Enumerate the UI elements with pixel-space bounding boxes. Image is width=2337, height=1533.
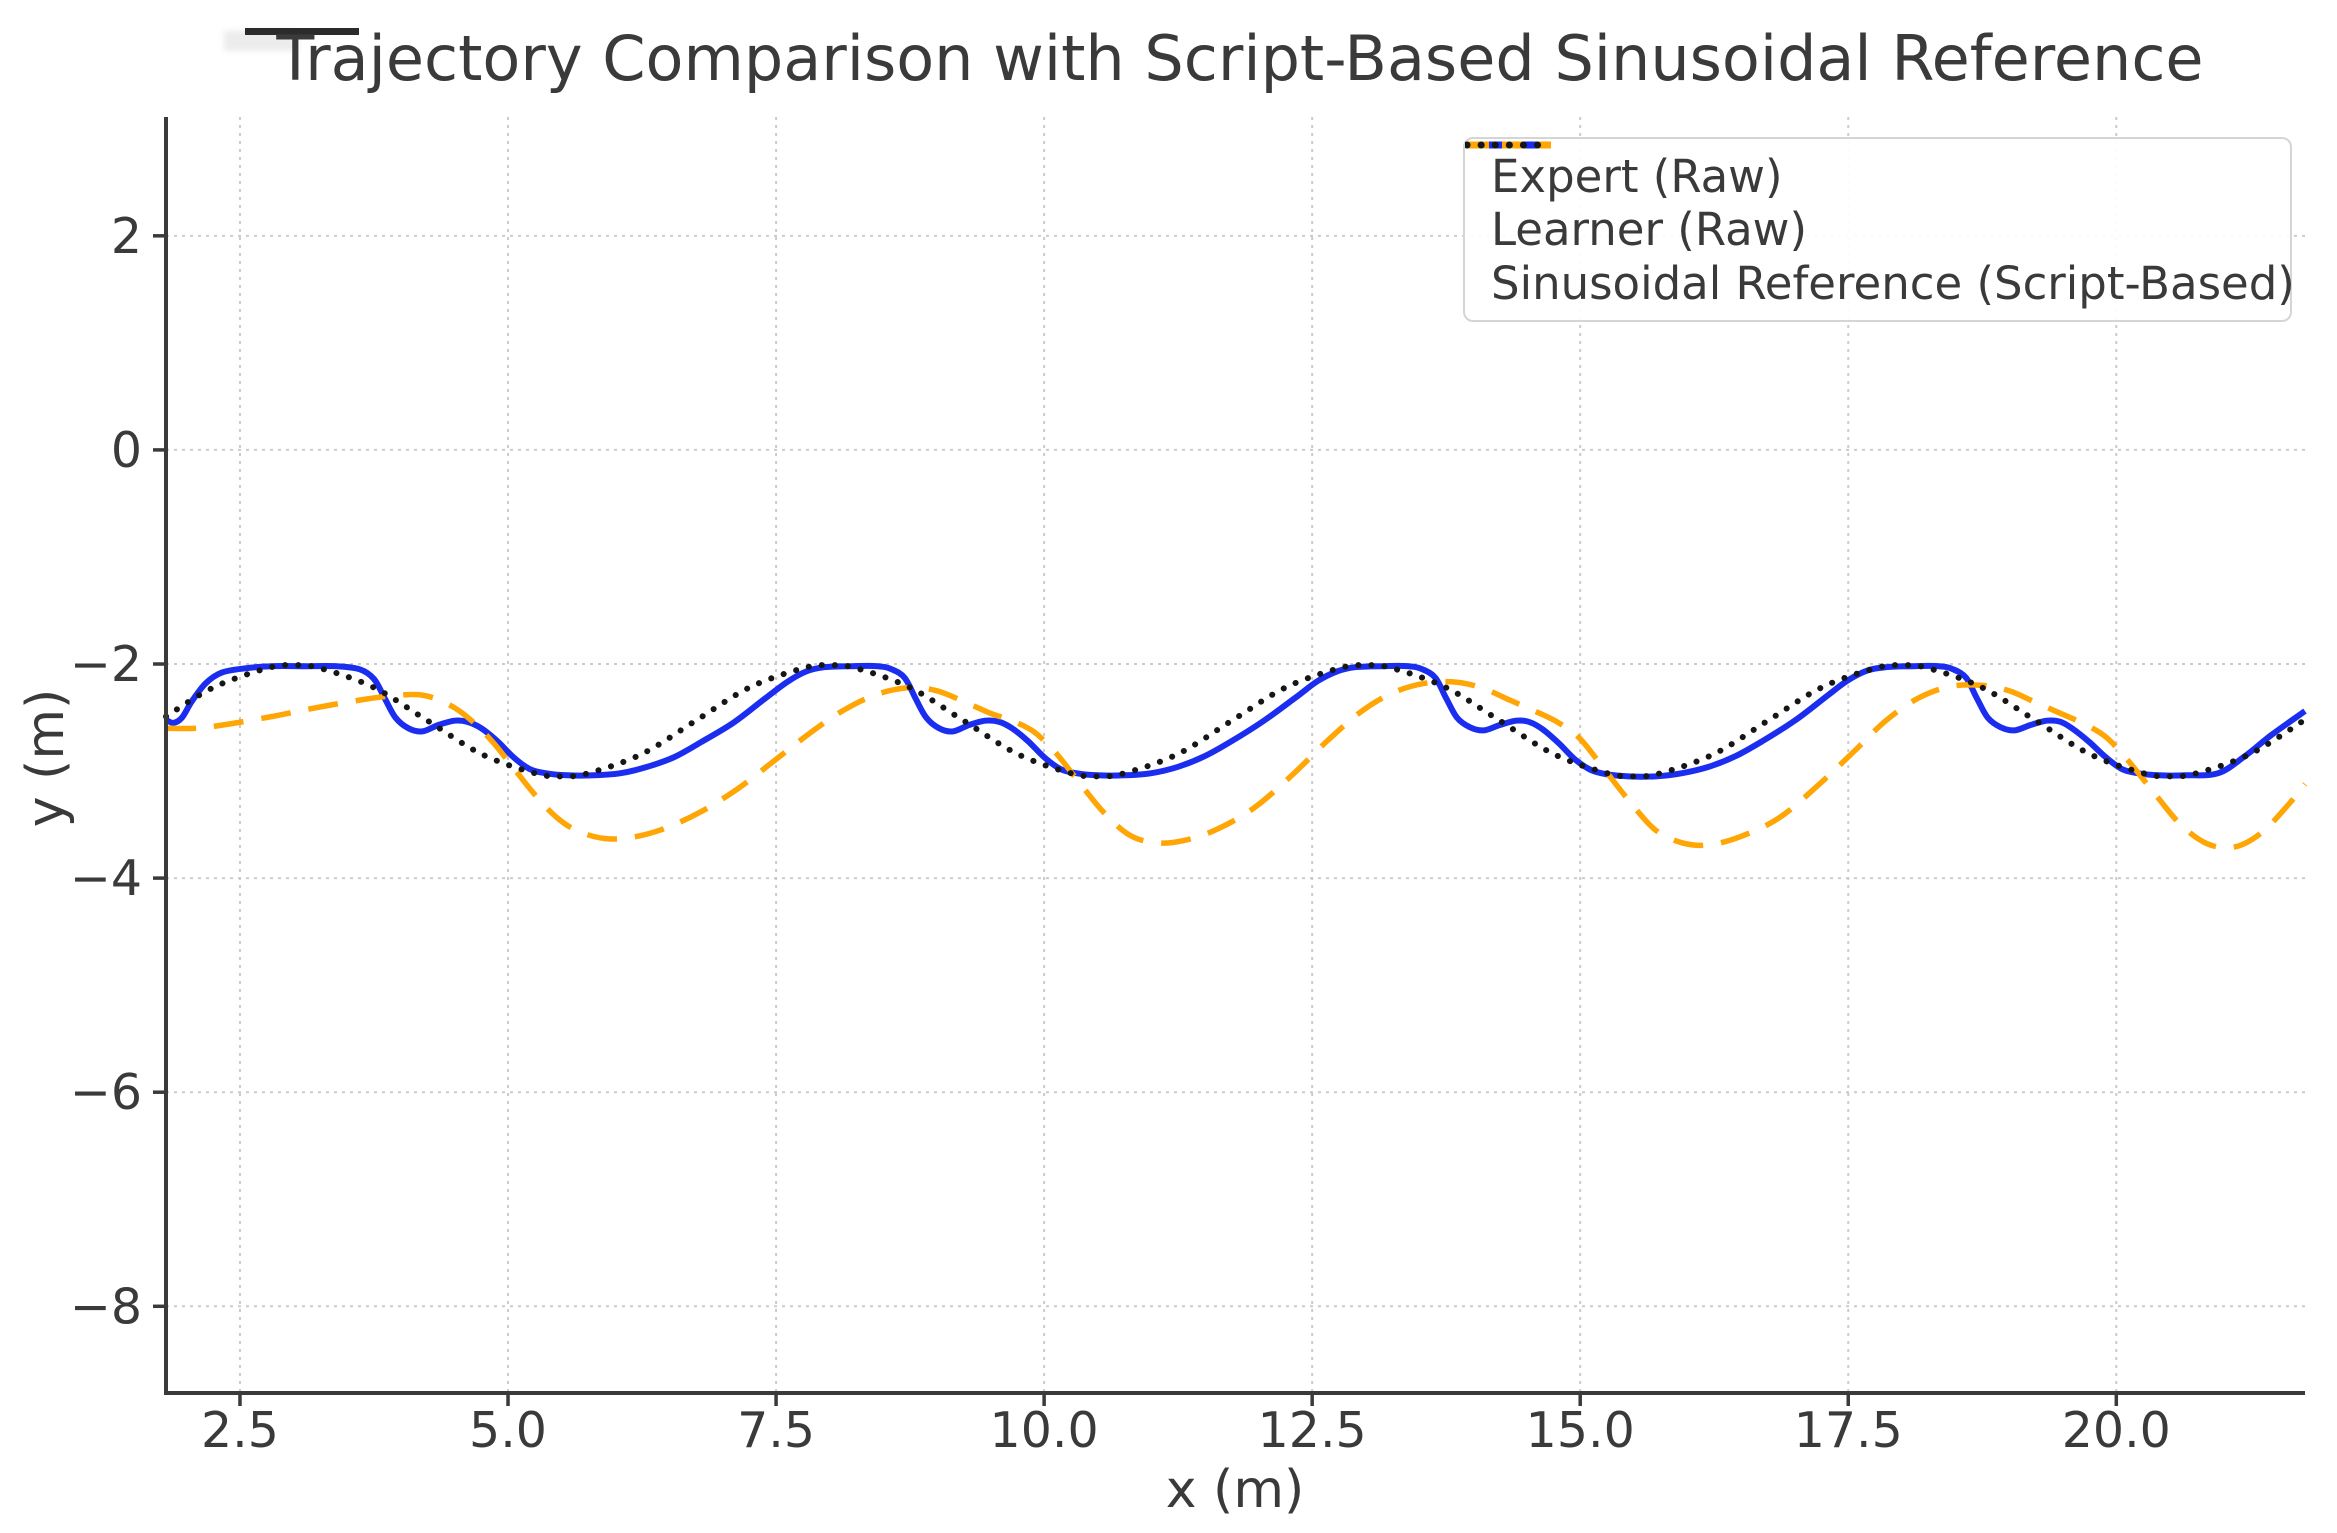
series-line-0 [164, 662, 2307, 780]
spines [164, 117, 2305, 1395]
x-tick-label: 7.5 [737, 1402, 815, 1459]
ticks [153, 234, 2119, 1406]
screenshot-dark-bar-artifact [245, 28, 359, 35]
y-tick-label: −4 [70, 850, 142, 907]
x-tick-label: 5.0 [469, 1402, 547, 1459]
y-tick-label: −8 [70, 1278, 142, 1335]
series-line-2 [163, 662, 2308, 780]
y-tick-label: 0 [111, 422, 142, 479]
legend-entry: Sinusoidal Reference (Script-Based) [1465, 141, 2295, 306]
x-tick-label: 2.5 [201, 1402, 279, 1459]
x-tick-label: 15.0 [1526, 1402, 1635, 1459]
tick-labels: 2.5 5.0 7.5 10.0 12.5 15.0 17.5 20.0 2 0 −2 −4 −6 −8 [70, 208, 2171, 1459]
legend-label: Expert (Raw) [1491, 149, 1783, 203]
y-tick-label: 2 [111, 208, 142, 265]
y-tick-label: −6 [70, 1064, 142, 1121]
x-tick-label: 20.0 [2062, 1402, 2171, 1459]
legend-label: Sinusoidal Reference (Script-Based) [1491, 256, 2295, 310]
legend-label: Learner (Raw) [1491, 203, 1808, 256]
x-tick-label: 17.5 [1794, 1402, 1903, 1459]
y-axis-label: y (m) [16, 688, 76, 828]
legend-entry: Learner (Raw) [1467, 141, 2290, 256]
legend-entry: Expert (Raw) [1467, 141, 2290, 203]
y-tick-label: −2 [70, 636, 142, 693]
series-line-1 [165, 678, 2308, 851]
screenshot-smudge-artifact [224, 31, 298, 51]
x-axis-label: x (m) [1165, 1460, 1305, 1520]
chart-title: Trajectory Comparison with Script-Based … [276, 22, 2204, 95]
legend-box: Expert (Raw) Learner (Raw) Sinusoidal Refe… [1463, 137, 2295, 322]
x-tick-label: 12.5 [1258, 1402, 1367, 1459]
legend-dotted-line-swatch [1465, 141, 1553, 149]
x-tick-label: 10.0 [990, 1402, 1099, 1459]
